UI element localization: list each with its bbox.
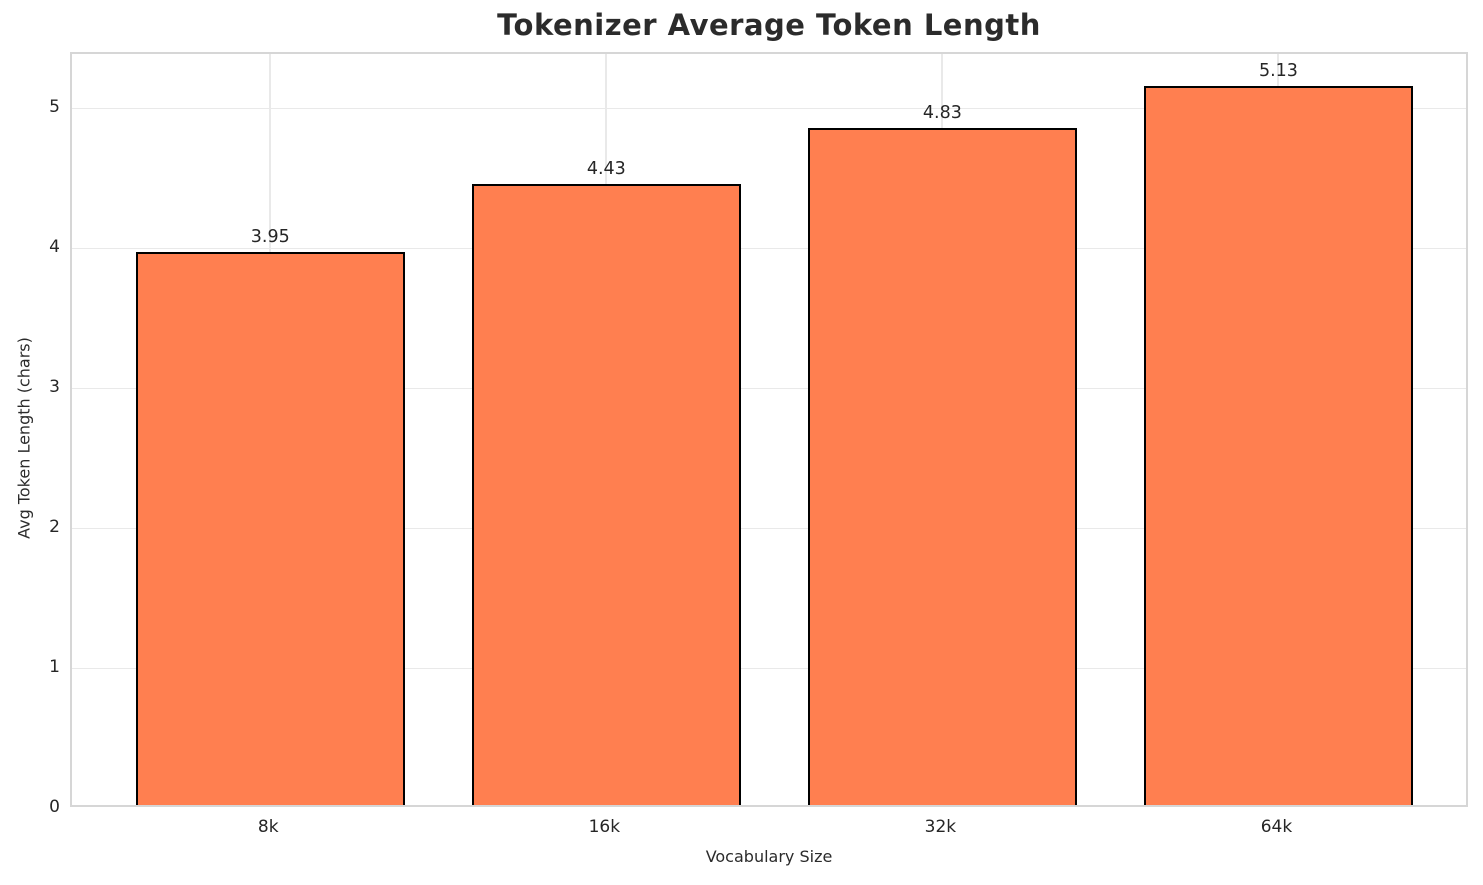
chart-title: Tokenizer Average Token Length	[497, 8, 1041, 42]
y-tick-label: 1	[49, 656, 60, 677]
x-tick-label: 32k	[924, 817, 957, 837]
gridline-horizontal	[72, 667, 1466, 670]
gridline-horizontal	[72, 527, 1466, 530]
y-tick-label: 4	[49, 236, 60, 257]
plot-area: 3.95 4.43 4.83 5.13	[70, 52, 1468, 807]
bar-value-label: 4.83	[922, 103, 962, 124]
x-tick-label: 8k	[257, 817, 279, 837]
y-tick-label: 2	[49, 516, 60, 537]
x-axis-label: Vocabulary Size	[705, 847, 833, 866]
y-axis-ticks: 0 1 2 3 4 5	[0, 52, 60, 817]
bar-value-label: 3.95	[250, 226, 290, 247]
y-tick-label: 0	[49, 797, 60, 817]
y-tick-label: 3	[49, 376, 60, 397]
gridline-horizontal	[72, 387, 1466, 390]
bar	[135, 251, 405, 805]
bar	[1144, 86, 1413, 805]
bar-value-label: 5.13	[1258, 61, 1298, 82]
y-tick-label: 5	[49, 96, 60, 117]
bar	[471, 184, 741, 805]
bar-value-label: 4.43	[586, 159, 626, 180]
x-tick-label: 64k	[1260, 817, 1293, 837]
gridline-horizontal	[72, 107, 1466, 110]
x-tick-label: 16k	[588, 817, 621, 837]
bar	[807, 128, 1077, 805]
x-axis-ticks: 8k 16k 32k 64k	[70, 817, 1468, 841]
gridline-horizontal	[72, 247, 1466, 250]
